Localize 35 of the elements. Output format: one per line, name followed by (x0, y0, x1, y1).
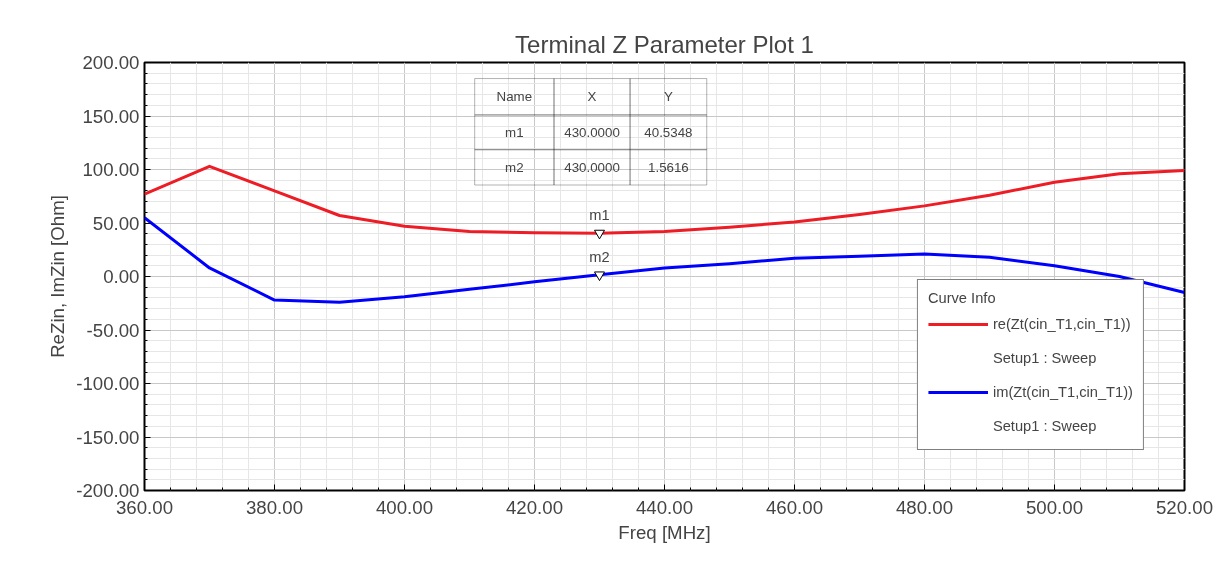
y-tick-label: 200.00 (82, 52, 140, 73)
annotation: m1 (505, 124, 524, 140)
x-axis-title: Freq [MHz] (618, 521, 711, 543)
x-tick-label: 460.00 (765, 496, 824, 518)
y-tick-label: 100.00 (82, 159, 140, 180)
annotation: Name (496, 89, 533, 105)
annotation: Setup1 : Sweep (992, 349, 1097, 368)
x-tick-label: 380.00 (245, 496, 304, 518)
legend-title: Curve Info (927, 290, 997, 306)
x-tick-label: 420.00 (505, 496, 564, 518)
annotation: X (587, 89, 597, 105)
y-tick-label: -50.00 (86, 319, 140, 341)
annotation: m2 (589, 248, 610, 265)
annotation: m2 (505, 159, 524, 175)
annotation: Y (663, 89, 673, 105)
x-tick-label: 520.00 (1155, 496, 1214, 518)
annotation: m1 (589, 207, 610, 224)
annotation: 1.5616 (648, 159, 689, 175)
y-tick-label: -150.00 (76, 426, 140, 448)
y-axis-title: ReZin, ImZin [Ohm] (47, 195, 69, 358)
x-tick-label: 500.00 (1025, 496, 1084, 518)
annotation: 430.0000 (564, 159, 620, 175)
x-tick-label: 440.00 (635, 496, 694, 518)
y-tick-label: 150.00 (82, 105, 140, 127)
x-tick-label: 480.00 (895, 496, 954, 518)
annotation: 430.0000 (564, 124, 620, 140)
legend-label: re(Zt(cin_T1,cin_T1)) (992, 315, 1131, 334)
y-tick-label: -100.00 (76, 373, 140, 394)
y-tick-label: 0.00 (103, 266, 140, 287)
y-tick-label: 50.00 (92, 212, 140, 234)
annotation: 40.5348 (644, 124, 693, 140)
legend-label: im(Zt(cin_T1,cin_T1)) (992, 383, 1133, 402)
chart-title: Terminal Z Parameter Plot 1 (515, 30, 814, 58)
x-tick-label: 400.00 (375, 496, 434, 518)
annotation: Setup1 : Sweep (992, 417, 1097, 436)
